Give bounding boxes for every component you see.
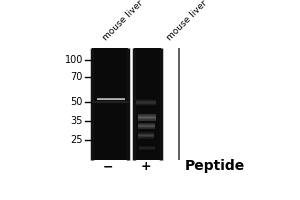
Bar xyxy=(92,48,128,160)
Text: Peptide: Peptide xyxy=(185,159,245,173)
Text: mouse liver: mouse liver xyxy=(165,0,209,42)
Text: 35: 35 xyxy=(70,116,83,126)
Text: 100: 100 xyxy=(64,55,83,65)
Text: 70: 70 xyxy=(70,72,83,82)
Text: 50: 50 xyxy=(70,97,83,107)
Text: 25: 25 xyxy=(70,135,83,145)
Text: +: + xyxy=(141,160,152,173)
Text: −: − xyxy=(103,160,114,173)
Text: mouse liver: mouse liver xyxy=(101,0,145,42)
Bar xyxy=(134,48,161,160)
Bar xyxy=(91,48,189,160)
